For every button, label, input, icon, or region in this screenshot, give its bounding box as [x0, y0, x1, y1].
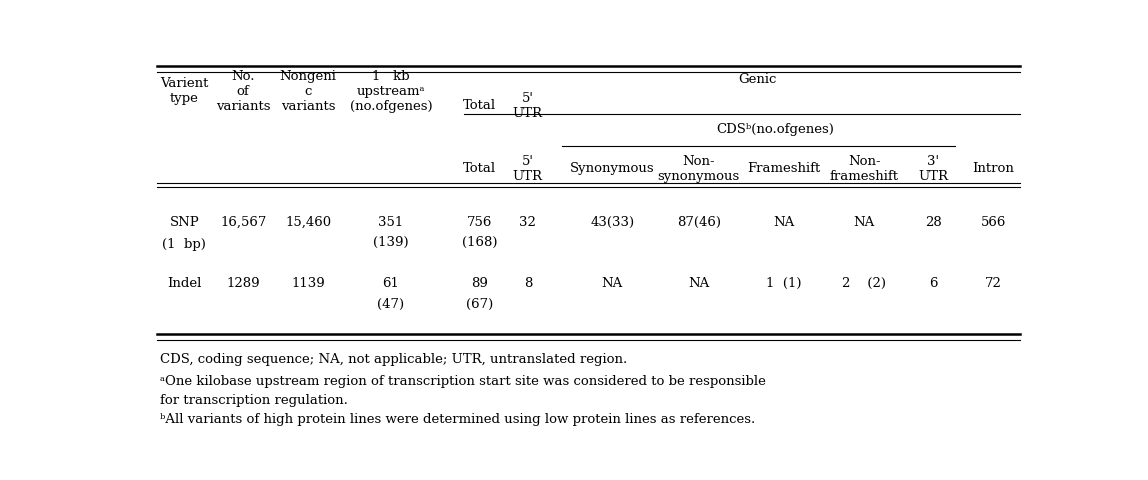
- Text: 1289: 1289: [226, 276, 259, 289]
- Text: (67): (67): [466, 297, 494, 310]
- Text: CDSᵇ(no.ofgenes): CDSᵇ(no.ofgenes): [716, 123, 835, 136]
- Text: (168): (168): [461, 236, 497, 249]
- Text: 566: 566: [980, 216, 1006, 228]
- Text: 72: 72: [985, 276, 1001, 289]
- Text: Genic: Genic: [738, 73, 776, 86]
- Text: Total: Total: [464, 162, 496, 175]
- Text: (1  bp): (1 bp): [163, 238, 207, 251]
- Text: 351: 351: [378, 216, 403, 228]
- Text: 89: 89: [472, 276, 488, 289]
- Text: NA: NA: [853, 216, 875, 228]
- Text: 16,567: 16,567: [220, 216, 266, 228]
- Text: 87(46): 87(46): [676, 216, 721, 228]
- Text: Synonymous: Synonymous: [571, 162, 654, 175]
- Text: Varient
type: Varient type: [161, 77, 209, 105]
- Text: No.
of
variants: No. of variants: [216, 70, 271, 112]
- Text: Indel: Indel: [168, 276, 202, 289]
- Text: 32: 32: [519, 216, 536, 228]
- Text: SNP: SNP: [170, 216, 200, 228]
- Text: 43(33): 43(33): [590, 216, 635, 228]
- Text: NA: NA: [774, 216, 794, 228]
- Text: 15,460: 15,460: [285, 216, 331, 228]
- Text: 8: 8: [523, 276, 532, 289]
- Text: ᵃOne kilobase upstream region of transcription start site was considered to be r: ᵃOne kilobase upstream region of transcr…: [160, 374, 766, 387]
- Text: (47): (47): [378, 297, 404, 310]
- Text: 3'
UTR: 3' UTR: [918, 155, 948, 182]
- Text: Total: Total: [464, 99, 496, 112]
- Text: 1   kb
upstreamᵃ
(no.ofgenes): 1 kb upstreamᵃ (no.ofgenes): [349, 70, 432, 112]
- Text: 1139: 1139: [292, 276, 325, 289]
- Text: 61: 61: [382, 276, 400, 289]
- Text: 5'
UTR: 5' UTR: [513, 155, 543, 182]
- Text: Non-
frameshift: Non- frameshift: [830, 155, 899, 182]
- Text: CDS, coding sequence; NA, not applicable; UTR, untranslated region.: CDS, coding sequence; NA, not applicable…: [160, 352, 627, 365]
- Text: NA: NA: [688, 276, 709, 289]
- Text: 6: 6: [929, 276, 938, 289]
- Text: 1  (1): 1 (1): [767, 276, 801, 289]
- Text: (139): (139): [373, 236, 409, 249]
- Text: NA: NA: [602, 276, 623, 289]
- Text: Intron: Intron: [972, 162, 1014, 175]
- Text: 5'
UTR: 5' UTR: [513, 92, 543, 120]
- Text: 2    (2): 2 (2): [843, 276, 886, 289]
- Text: Frameshift: Frameshift: [747, 162, 821, 175]
- Text: ᵇAll variants of high protein lines were determined using low protein lines as r: ᵇAll variants of high protein lines were…: [160, 413, 754, 426]
- Text: for transcription regulation.: for transcription regulation.: [160, 393, 348, 406]
- Text: 756: 756: [467, 216, 492, 228]
- Text: 28: 28: [925, 216, 941, 228]
- Text: Non-
synonymous: Non- synonymous: [658, 155, 739, 182]
- Text: Nongeni
c
variants: Nongeni c variants: [280, 70, 336, 112]
